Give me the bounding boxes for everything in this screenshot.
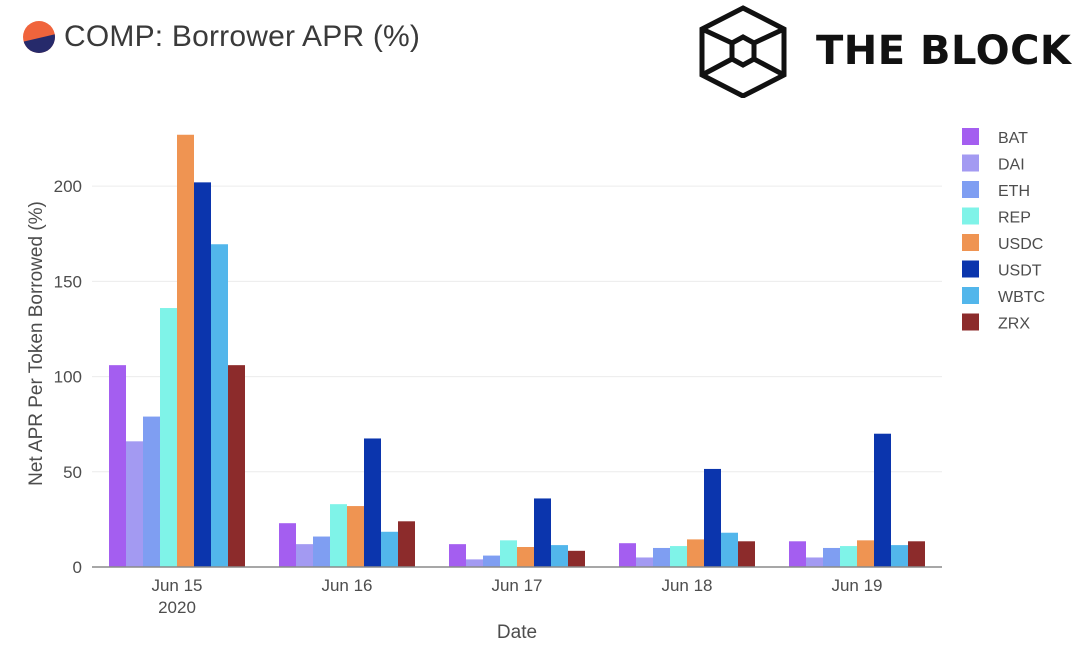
bar-dai-4[interactable] xyxy=(806,557,823,567)
bar-eth-1[interactable] xyxy=(313,536,330,567)
bar-eth-0[interactable] xyxy=(143,416,160,567)
bar-usdc-1[interactable] xyxy=(347,506,364,567)
legend-swatch-wbtc xyxy=(962,287,979,304)
bar-wbtc-1[interactable] xyxy=(381,531,398,567)
bar-bat-1[interactable] xyxy=(279,523,296,567)
bar-dai-0[interactable] xyxy=(126,441,143,567)
y-axis-title: Net APR Per Token Borrowed (%) xyxy=(26,201,47,486)
legend-label-bat[interactable]: BAT xyxy=(998,130,1028,147)
bar-wbtc-0[interactable] xyxy=(211,244,228,567)
bar-bat-0[interactable] xyxy=(109,365,126,567)
legend-label-dai[interactable]: DAI xyxy=(998,157,1025,174)
legend-swatch-rep xyxy=(962,207,979,225)
bar-zrx-2[interactable] xyxy=(568,550,585,567)
legend-swatch-usdt xyxy=(962,260,979,278)
legend-label-usdc[interactable]: USDC xyxy=(998,236,1043,253)
legend-label-eth[interactable]: ETH xyxy=(998,183,1030,200)
legend-swatch-zrx xyxy=(962,313,979,331)
bar-eth-2[interactable] xyxy=(483,555,500,567)
y-tick-label: 200 xyxy=(54,177,82,196)
bar-wbtc-3[interactable] xyxy=(721,532,738,567)
bar-rep-4[interactable] xyxy=(840,546,857,567)
bar-usdt-3[interactable] xyxy=(704,468,721,567)
y-tick-label: 150 xyxy=(54,272,82,291)
x-axis-title: Date xyxy=(497,622,537,643)
bar-usdc-2[interactable] xyxy=(517,547,534,567)
legend-swatch-bat xyxy=(962,128,979,145)
legend-label-wbtc[interactable]: WBTC xyxy=(998,289,1045,306)
bar-rep-2[interactable] xyxy=(500,540,517,567)
y-axis-ticks: 0 50 100 150 200 xyxy=(54,177,82,577)
x-tick-label: Jun 15 xyxy=(151,576,202,595)
bar-zrx-0[interactable] xyxy=(228,365,245,567)
legend-swatch-usdc xyxy=(962,234,979,251)
y-tick-label: 100 xyxy=(54,368,82,387)
bar-zrx-3[interactable] xyxy=(738,541,755,567)
bar-dai-3[interactable] xyxy=(636,557,653,567)
bar-usdt-0[interactable] xyxy=(194,182,211,567)
brand-name: THE BLOCK xyxy=(816,28,1072,74)
bar-wbtc-2[interactable] xyxy=(551,545,568,567)
bar-usdc-3[interactable] xyxy=(687,539,704,567)
legend-label-usdt[interactable]: USDT xyxy=(998,263,1042,280)
bar-usdc-0[interactable] xyxy=(177,134,194,568)
bar-dai-2[interactable] xyxy=(466,559,483,567)
x-tick-label: Jun 17 xyxy=(491,576,542,595)
bar-usdt-1[interactable] xyxy=(364,438,381,567)
legend-swatch-eth xyxy=(962,181,979,198)
bar-bat-4[interactable] xyxy=(789,541,806,567)
legend-label-rep[interactable]: REP xyxy=(998,210,1031,227)
x-tick-label: Jun 18 xyxy=(661,576,712,595)
bar-wbtc-4[interactable] xyxy=(891,545,908,567)
bars xyxy=(109,134,925,568)
x-tick-label: Jun 16 xyxy=(321,576,372,595)
chart-header: COMP: Borrower APR (%) THE BLOCK xyxy=(0,0,1080,110)
legend-swatch-dai xyxy=(962,154,979,172)
legend: BAT DAI ETH REP USDC USDT WBTC ZRX xyxy=(962,128,1045,333)
bar-zrx-1[interactable] xyxy=(398,521,415,567)
y-tick-label: 50 xyxy=(63,463,82,482)
bar-usdc-4[interactable] xyxy=(857,540,874,567)
chart-title: COMP: Borrower APR (%) xyxy=(64,20,421,53)
bar-rep-0[interactable] xyxy=(160,308,177,567)
bar-dai-1[interactable] xyxy=(296,544,313,567)
x-tick-label: Jun 19 xyxy=(831,576,882,595)
bar-bat-3[interactable] xyxy=(619,543,636,567)
bar-usdt-2[interactable] xyxy=(534,498,551,567)
bar-usdt-4[interactable] xyxy=(874,433,891,567)
half-circle-logo-icon xyxy=(23,21,55,53)
cube-logo-icon xyxy=(699,5,787,98)
legend-label-zrx[interactable]: ZRX xyxy=(998,316,1030,333)
y-tick-label: 0 xyxy=(73,558,82,577)
bar-rep-3[interactable] xyxy=(670,546,687,567)
bar-zrx-4[interactable] xyxy=(908,541,925,567)
bar-eth-4[interactable] xyxy=(823,547,840,567)
bar-rep-1[interactable] xyxy=(330,504,347,567)
brand-logo: THE BLOCK xyxy=(696,4,1071,98)
title-group: COMP: Borrower APR (%) xyxy=(22,20,420,54)
bar-eth-3[interactable] xyxy=(653,547,670,567)
x-axis-ticks: Jun 15 2020 Jun 16 Jun 17 Jun 18 Jun 19 xyxy=(151,576,882,617)
x-tick-sublabel: 2020 xyxy=(158,598,196,617)
bar-bat-2[interactable] xyxy=(449,544,466,567)
